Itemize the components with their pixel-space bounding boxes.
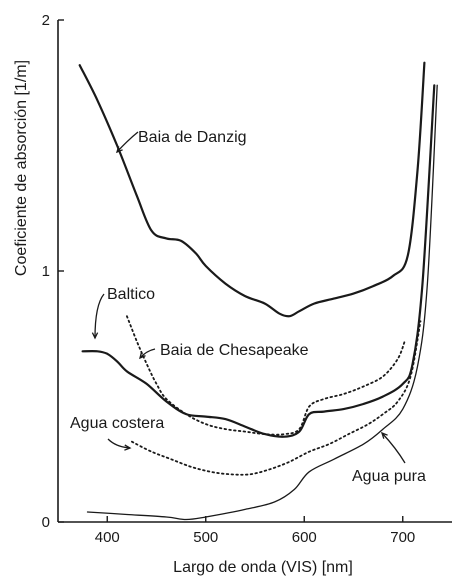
y-tick-label: 2 [42,12,50,29]
annotation-arrowhead-agua-costera [124,444,132,451]
annotation-arrow-baltico [94,293,105,339]
y-tick-label: 1 [42,263,50,280]
annotation-arrowhead-baltico [91,332,99,340]
series-lines [78,61,438,521]
ticks: 400 500 600 700 0 1 2 [42,12,416,546]
series-label-baia-de-danzig: Baia de Danzig [138,129,247,146]
series-label-baia-de-chesapeake: Baia de Chesapeake [160,342,309,359]
annotation-arrows [91,131,406,464]
annotation-arrowhead-baia-de-danzig [115,146,123,154]
annotation-arrow-baia-de-danzig [116,131,139,153]
annotation-arrow-agua-pura [381,432,406,464]
series-line-baltico [81,84,436,438]
series-label-agua-pura: Agua pura [352,468,426,485]
y-axis-title: Coeficiente de absorción [1/m] [13,60,30,276]
series-line-baia-de-danzig [78,61,426,318]
x-axis-title: Largo de onda (VIS) [nm] [173,559,353,576]
x-tick-label: 500 [193,529,218,546]
x-tick-label: 400 [95,529,120,546]
annotation-labels: Baia de Danzig Baltico Baia de Chesapeake A… [70,129,426,485]
series-line-agua-pura [86,84,438,521]
axes [57,20,452,523]
series-label-agua-costera: Agua costera [70,415,164,432]
series-label-baltico: Baltico [107,286,155,303]
series-line-agua-costera [131,320,422,476]
series-line-baia-de-chesapeake [126,315,406,436]
y-tick-label: 0 [42,514,50,531]
annotation-arrowhead-baia-de-chesapeake [139,352,146,360]
annotation-arrow-agua-costera [107,438,131,449]
x-tick-label: 600 [292,529,317,546]
annotation-arrowhead-agua-pura [380,431,388,439]
x-tick-label: 700 [390,529,415,546]
